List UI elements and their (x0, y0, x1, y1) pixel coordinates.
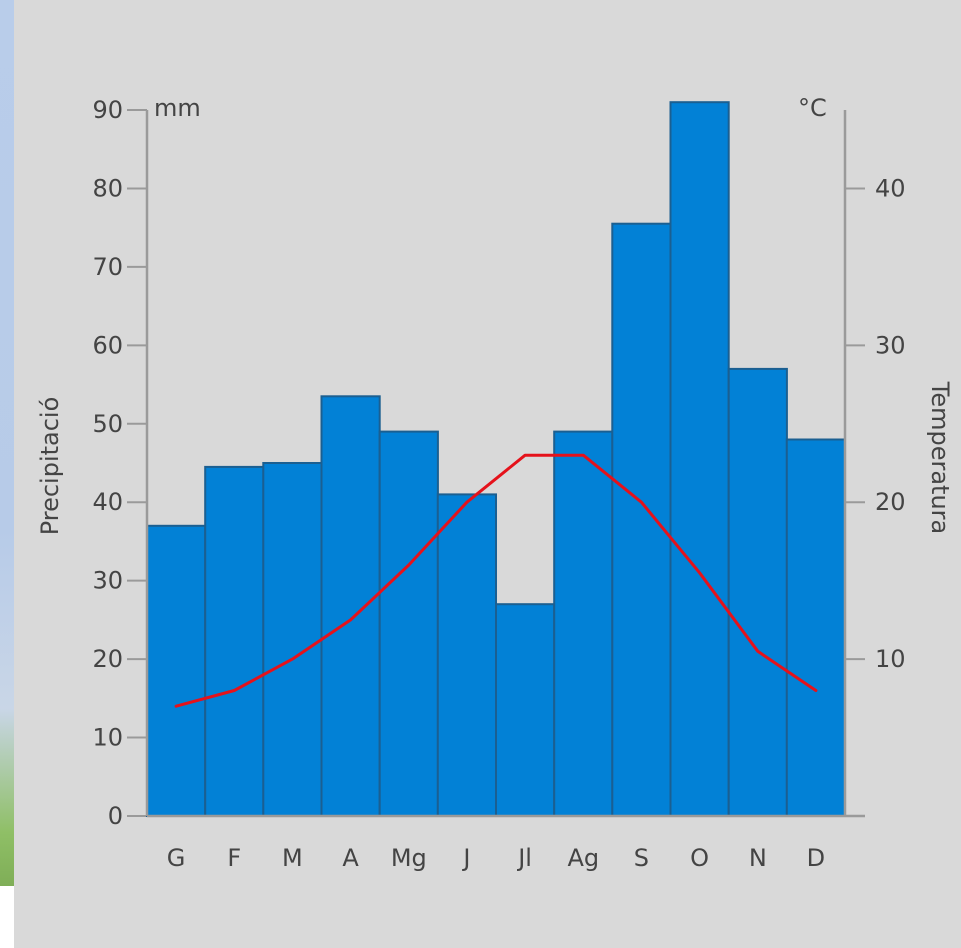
month-label: Jl (516, 844, 532, 872)
right-tick-label: 10 (875, 645, 906, 673)
right-axis-ticks: 10 20 30 40 (845, 174, 906, 673)
month-label: M (282, 844, 303, 872)
chart-panel: 0 10 20 30 40 50 60 70 80 90 10 20 30 40 G F M A Mg J Jl Ag… (14, 0, 961, 948)
climograph: 0 10 20 30 40 50 60 70 80 90 10 20 30 40 G F M A Mg J Jl Ag… (36, 94, 954, 872)
left-tick-label: 60 (92, 331, 123, 359)
month-label: Mg (391, 844, 427, 872)
month-label: N (749, 844, 767, 872)
month-label: D (807, 844, 825, 872)
left-tick-label: 20 (92, 645, 123, 673)
axis-titles: mm °C Precipitació Temperatura (36, 94, 954, 535)
right-unit-label: °C (798, 94, 827, 122)
right-tick-label: 40 (875, 174, 906, 202)
precipitation-bar (611, 222, 672, 817)
temperature-line-layer (174, 453, 818, 708)
month-label: A (342, 844, 359, 872)
precipitation-bar (495, 603, 556, 818)
right-axis-title: Temperatura (926, 381, 954, 535)
month-label: S (634, 844, 649, 872)
left-tick-label: 90 (92, 96, 123, 124)
left-tick-label: 40 (92, 488, 123, 516)
precipitation-bar (146, 524, 207, 817)
precipitation-bar (669, 101, 730, 817)
right-tick-label: 20 (875, 488, 906, 516)
left-unit-label: mm (154, 94, 201, 122)
precipitation-bar (727, 367, 788, 817)
precipitation-bars (146, 101, 846, 818)
left-axis-title: Precipitació (36, 397, 64, 536)
precipitation-bar (320, 395, 381, 817)
left-tick-label: 10 (92, 724, 123, 752)
month-label: G (167, 844, 186, 872)
precipitation-bar (378, 430, 439, 817)
left-tick-label: 80 (92, 174, 123, 202)
precipitation-bar (262, 462, 323, 817)
right-tick-label: 30 (875, 331, 906, 359)
background-image-strip (0, 0, 14, 886)
left-axis-ticks: 0 10 20 30 40 50 60 70 80 90 (92, 96, 147, 830)
month-label: O (690, 844, 709, 872)
temperature-line (174, 453, 818, 708)
month-label: Ag (567, 844, 599, 872)
axes (145, 110, 865, 818)
month-labels: G F M A Mg J Jl Ag S O N D (167, 844, 825, 872)
month-label: F (227, 844, 241, 872)
left-tick-label: 50 (92, 410, 123, 438)
month-label: J (461, 844, 470, 872)
left-tick-label: 0 (108, 802, 123, 830)
left-tick-label: 70 (92, 253, 123, 281)
precipitation-bar (785, 438, 846, 817)
precipitation-bar (553, 430, 614, 817)
left-tick-label: 30 (92, 567, 123, 595)
precipitation-bar (204, 465, 265, 817)
precipitation-bar (436, 493, 497, 817)
